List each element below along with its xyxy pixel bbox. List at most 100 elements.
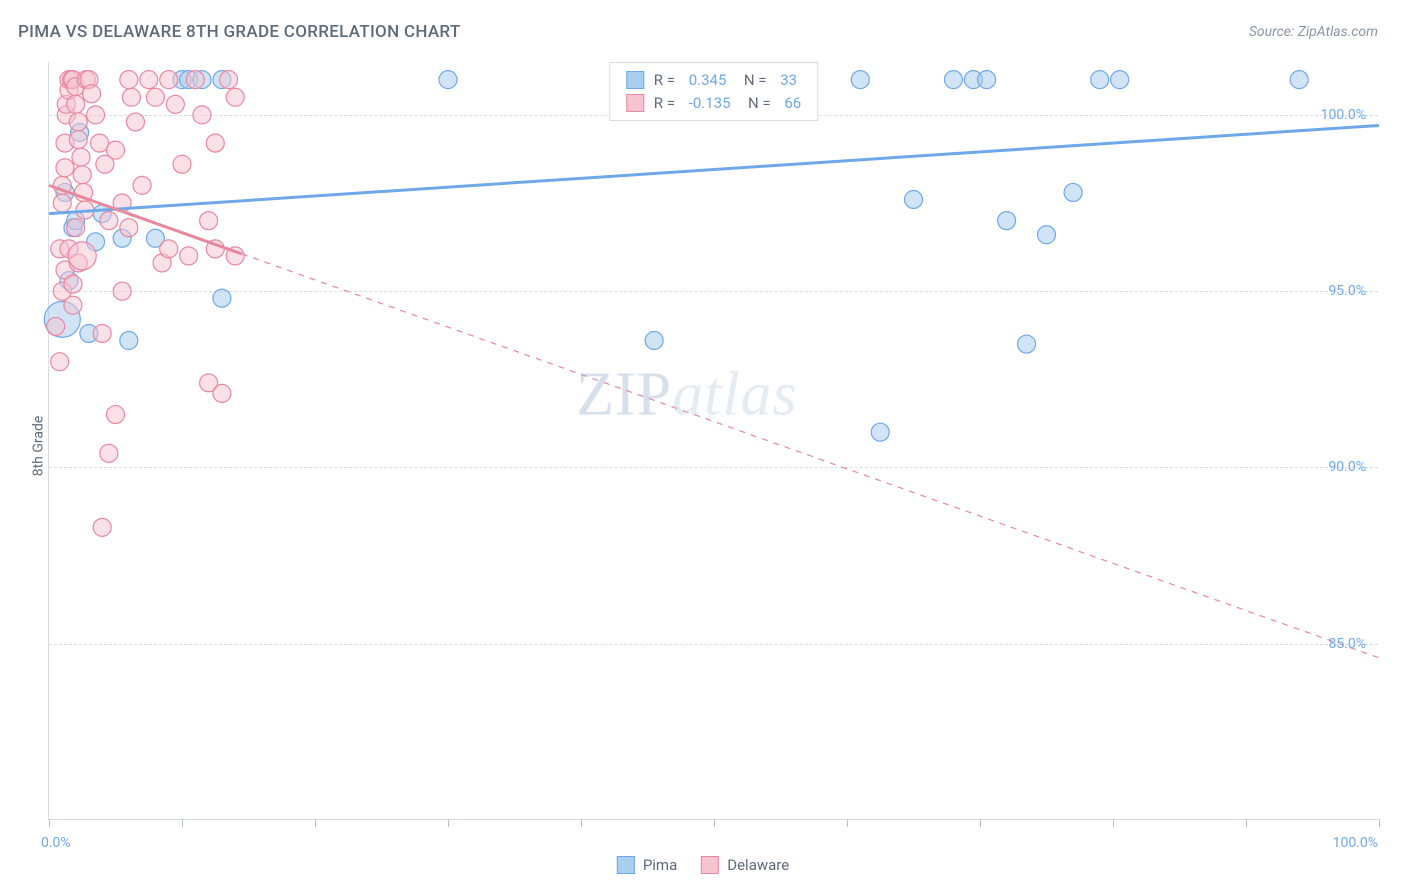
x-tick	[448, 819, 449, 827]
legend-label: Pima	[643, 856, 677, 874]
legend-swatch	[626, 94, 644, 112]
x-tick	[1379, 819, 1380, 827]
data-point	[1038, 226, 1056, 244]
r-value: 0.345	[689, 69, 727, 92]
stats-row: R = -0.135 N = 66	[626, 92, 801, 115]
data-point	[200, 212, 218, 230]
legend-item: Pima	[617, 856, 677, 874]
stats-row: R = 0.345 N = 33	[626, 69, 801, 92]
y-axis-label: 8th Grade	[30, 416, 46, 477]
data-point	[83, 85, 101, 103]
data-point	[871, 423, 889, 441]
y-axis-label: 100.0%	[1321, 107, 1366, 123]
data-point	[67, 95, 85, 113]
data-point	[166, 95, 184, 113]
data-point	[133, 176, 151, 194]
data-point	[160, 71, 178, 89]
data-point	[120, 71, 138, 89]
n-value: 66	[784, 92, 801, 115]
x-tick	[581, 819, 582, 827]
x-tick	[182, 819, 183, 827]
legend-swatch	[617, 856, 635, 874]
x-tick	[714, 819, 715, 827]
x-tick	[49, 819, 50, 827]
x-tick	[847, 819, 848, 827]
data-point	[213, 384, 231, 402]
source-label: Source: ZipAtlas.com	[1249, 24, 1378, 40]
data-point	[91, 134, 109, 152]
data-point	[73, 166, 91, 184]
data-point	[120, 332, 138, 350]
data-point	[439, 71, 457, 89]
data-point	[220, 71, 238, 89]
x-axis-label: 0.0%	[41, 835, 71, 851]
trend-line	[49, 125, 1379, 213]
data-point	[64, 296, 82, 314]
data-point	[53, 194, 71, 212]
n-label: N =	[736, 69, 770, 92]
data-point	[1018, 335, 1036, 353]
data-point	[69, 131, 87, 149]
legend-item: Delaware	[701, 856, 789, 874]
x-axis-label: 100.0%	[1333, 835, 1378, 851]
chart-title: PIMA VS DELAWARE 8TH GRADE CORRELATION C…	[18, 22, 461, 42]
data-point	[1290, 71, 1308, 89]
data-point	[193, 106, 211, 124]
data-point	[56, 159, 74, 177]
data-point	[87, 106, 105, 124]
legend-swatch	[626, 71, 644, 89]
data-point	[213, 289, 231, 307]
data-point	[944, 71, 962, 89]
data-point	[51, 353, 69, 371]
data-point	[72, 148, 90, 166]
data-point	[107, 141, 125, 159]
data-point	[186, 71, 204, 89]
data-point	[180, 247, 198, 265]
n-value: 33	[780, 69, 797, 92]
data-point	[68, 242, 96, 270]
stats-legend: R = 0.345 N = 33R = -0.135 N = 66	[609, 62, 818, 121]
data-point	[1064, 183, 1082, 201]
data-point	[851, 71, 869, 89]
data-point	[113, 282, 131, 300]
data-point	[126, 113, 144, 131]
data-point	[122, 88, 140, 106]
data-point	[93, 324, 111, 342]
data-point	[206, 134, 224, 152]
x-tick	[315, 819, 316, 827]
data-point	[67, 219, 85, 237]
r-label: R =	[654, 69, 679, 92]
data-point	[93, 518, 111, 536]
data-point	[998, 212, 1016, 230]
x-tick	[1246, 819, 1247, 827]
data-point	[173, 155, 191, 173]
data-point	[47, 317, 65, 335]
legend-swatch	[701, 856, 719, 874]
data-point	[1091, 71, 1109, 89]
x-tick	[1113, 819, 1114, 827]
plot-area: ZIPatlas R = 0.345 N = 33R = -0.135 N = …	[48, 62, 1378, 820]
data-point	[905, 190, 923, 208]
y-axis-label: 90.0%	[1328, 459, 1366, 475]
y-axis-label: 85.0%	[1328, 636, 1366, 652]
data-point	[146, 88, 164, 106]
series-legend: Pima Delaware	[617, 856, 789, 874]
x-tick	[980, 819, 981, 827]
data-point	[140, 71, 158, 89]
data-point	[100, 444, 118, 462]
data-point	[64, 275, 82, 293]
scatter-chart	[49, 62, 1378, 819]
data-point	[978, 71, 996, 89]
data-point	[1111, 71, 1129, 89]
data-point	[226, 88, 244, 106]
data-point	[120, 219, 138, 237]
data-point	[69, 113, 87, 131]
n-label: N =	[741, 92, 775, 115]
data-point	[100, 212, 118, 230]
legend-label: Delaware	[727, 856, 789, 874]
data-point	[107, 406, 125, 424]
r-value: -0.135	[689, 92, 731, 115]
trend-line-extrapolated	[242, 254, 1379, 658]
y-axis-label: 95.0%	[1328, 283, 1366, 299]
data-point	[645, 332, 663, 350]
